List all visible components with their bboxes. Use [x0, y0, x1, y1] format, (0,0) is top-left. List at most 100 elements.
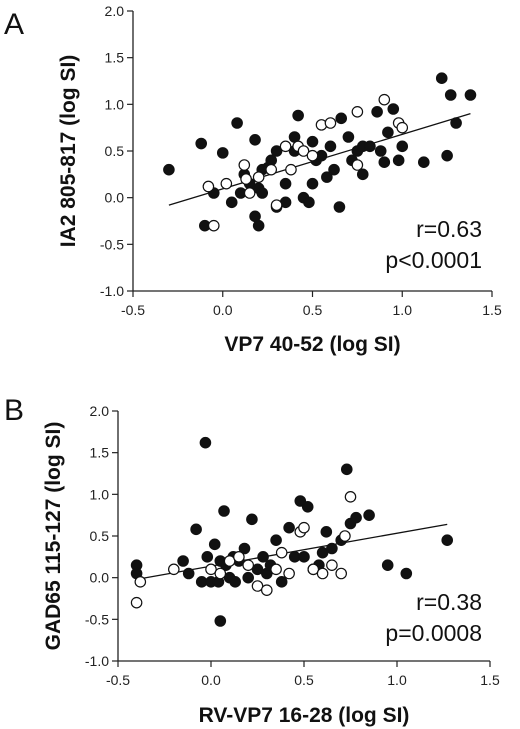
filled-data-point [229, 576, 241, 588]
filled-data-point [396, 140, 409, 153]
correlation-r-label: r=0.63 [416, 216, 482, 242]
y-tick-label: 0.5 [105, 143, 125, 159]
filled-data-point [400, 567, 413, 580]
filled-data-point [199, 436, 212, 449]
filled-data-point [283, 521, 295, 534]
filled-data-point [387, 103, 400, 115]
filled-data-point [249, 134, 261, 146]
filled-data-point [364, 140, 376, 153]
filled-data-point [381, 559, 394, 571]
y-tick-label: 1.5 [90, 445, 110, 461]
filled-data-point [320, 526, 333, 538]
filled-data-point [182, 567, 195, 580]
y-tick-label: 1.0 [90, 486, 110, 502]
filled-data-point [177, 555, 189, 567]
filled-data-point [208, 538, 221, 551]
y-tick-label: -1.0 [85, 653, 109, 669]
y-tick-label: 0.0 [105, 190, 125, 206]
filled-data-point [242, 571, 254, 584]
filled-data-point [441, 534, 454, 546]
open-data-point [324, 117, 337, 129]
y-tick-label: 2.0 [90, 403, 110, 419]
open-data-point [306, 149, 319, 162]
panel-b: B -1.0 -0.5 0.0 0.5 1.0 1.5 2.0 -0.5 0.0 0.5 1.0 1.5… [4, 394, 500, 727]
filled-data-point [201, 551, 214, 563]
open-data-point [240, 173, 252, 185]
open-data-point [326, 559, 338, 571]
open-data-point [242, 559, 254, 571]
filled-data-point [298, 551, 310, 563]
open-data-point [233, 551, 245, 563]
filled-data-point [216, 147, 229, 159]
panel-letter: A [4, 8, 24, 41]
filled-data-point [417, 156, 430, 168]
filled-data-point [294, 495, 307, 507]
filled-data-point [392, 154, 405, 167]
open-data-point [279, 140, 292, 153]
filled-data-point [225, 196, 238, 209]
filled-data-point [252, 219, 265, 232]
y-tick-label: 1.5 [105, 50, 125, 66]
x-tick-label: -0.5 [121, 302, 145, 318]
open-data-point [251, 580, 264, 592]
open-data-point [270, 199, 283, 211]
panel-letter: B [4, 394, 24, 427]
filled-data-point [333, 201, 346, 213]
filled-data-point [251, 563, 264, 576]
filled-data-point [279, 177, 292, 190]
filled-data-point [382, 126, 394, 139]
filled-data-point [328, 163, 340, 176]
open-data-point [243, 187, 256, 199]
filled-data-point [301, 501, 314, 513]
y-tick-label: 1.0 [105, 96, 125, 112]
filled-data-point [306, 135, 319, 148]
open-data-point [283, 567, 295, 580]
open-data-point [134, 576, 147, 588]
open-data-point [351, 159, 364, 171]
open-data-point [307, 563, 320, 576]
open-data-point [396, 121, 409, 134]
filled-data-point [275, 576, 288, 588]
filled-data-point [374, 145, 387, 157]
p-value-label: p<0.0001 [385, 247, 482, 273]
open-data-point [378, 93, 391, 106]
filled-data-point [371, 106, 383, 118]
filled-data-point [444, 89, 457, 101]
open-data-point [252, 171, 265, 183]
open-data-point [298, 521, 310, 534]
filled-data-point [195, 137, 208, 150]
filled-data-point [316, 546, 329, 559]
filled-data-point [363, 509, 375, 521]
open-data-point [335, 567, 347, 580]
y-tick-label: -0.5 [85, 611, 109, 627]
filled-data-point [256, 187, 269, 199]
y-tick-label: -0.5 [100, 236, 124, 252]
open-data-point [297, 145, 310, 157]
filled-data-point [190, 523, 202, 536]
x-tick-label: 0.5 [303, 302, 323, 318]
filled-data-point [246, 513, 258, 526]
p-value-label: p=0.0008 [385, 620, 482, 646]
open-data-point [202, 180, 215, 193]
open-data-point [275, 546, 288, 559]
x-axis-title: VP7 40-52 (log SI) [224, 333, 400, 356]
x-tick-label: 1.5 [482, 302, 502, 318]
filled-data-point [218, 505, 230, 517]
filled-data-point [464, 89, 477, 101]
filled-data-point [163, 163, 175, 176]
filled-data-point [270, 145, 283, 157]
filled-data-point [257, 551, 269, 563]
open-data-point [214, 567, 227, 580]
open-data-point [207, 219, 220, 232]
x-tick-label: 0.5 [294, 672, 314, 688]
filled-data-point [231, 117, 243, 129]
x-tick-label: 1.5 [480, 672, 500, 688]
x-tick-label: -0.5 [106, 672, 130, 688]
open-data-point [351, 106, 364, 118]
open-data-point [223, 555, 236, 567]
correlation-r-label: r=0.38 [416, 589, 482, 615]
x-tick-label: 1.0 [387, 672, 407, 688]
filled-data-point [441, 149, 453, 162]
open-data-point [270, 563, 282, 576]
y-tick-label: 0.5 [90, 528, 110, 544]
